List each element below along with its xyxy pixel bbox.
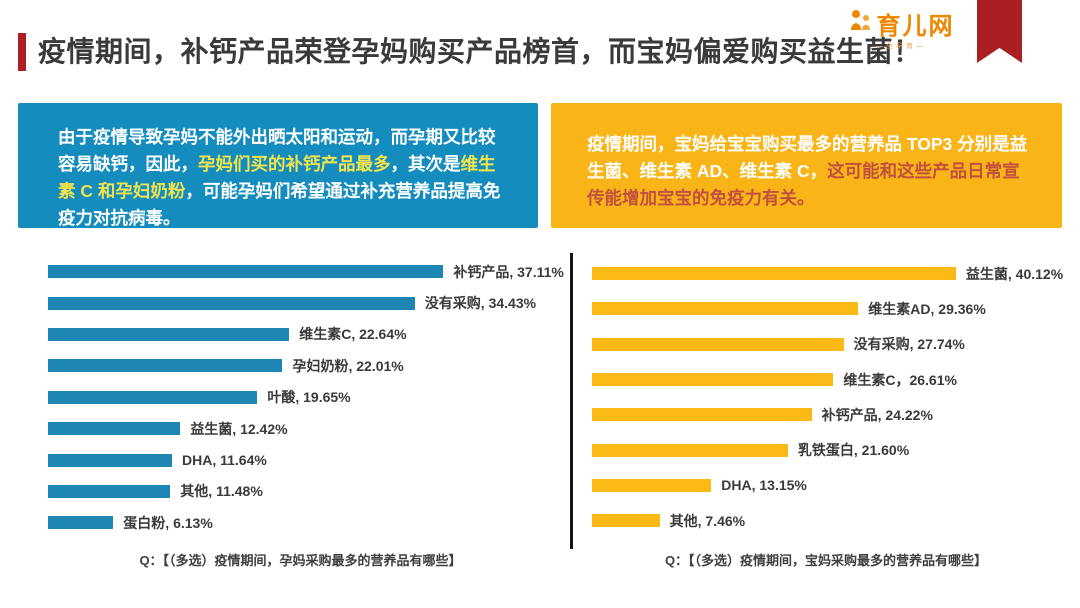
bar-label: 乳铁蛋白, 21.60% — [797, 442, 910, 459]
bar — [592, 514, 660, 528]
bar-label: 补钙产品, 37.11% — [453, 263, 564, 280]
bar-label: 益生菌, 12.42% — [190, 420, 288, 437]
insight-text-segment: ，其次是 — [390, 154, 461, 174]
bar — [592, 302, 859, 316]
insight-text-segment: 疫情期间，宝妈给宝宝购买最多的营养品 TOP3 分别是益生菌、维生素 AD、维生… — [587, 134, 1028, 181]
bar — [592, 267, 956, 281]
bar-label: 维生素C, 22.64% — [299, 326, 407, 343]
bar — [48, 484, 171, 498]
insight-box-baby-moms: 疫情期间，宝妈给宝宝购买最多的营养品 TOP3 分别是益生菌、维生素 AD、维生… — [551, 103, 1062, 228]
bar-label: 其他, 7.46% — [669, 512, 746, 529]
bar-row: 益生菌, 40.12% — [592, 256, 1064, 291]
chart-caption-pregnant-moms: Q：【（多选）疫情期间，孕妈采购最多的营养品有哪些】 — [139, 553, 462, 568]
bar-chart-pregnant-moms: 补钙产品, 37.11% 没有采购, 34.43% 维生素C, 22.64% 孕妇奶粉… — [48, 256, 564, 540]
bar-row: DHA, 13.15% — [592, 468, 1060, 503]
bar-label: 其他, 11.48% — [180, 483, 263, 500]
bar — [48, 422, 181, 436]
chart-divider — [570, 253, 573, 549]
bar — [48, 516, 114, 530]
bar-row: DHA, 11.64% — [48, 444, 553, 475]
bar-label: DHA, 11.64% — [182, 452, 267, 469]
insight-text-segment: 这可能和这些产品日常宣传能增加宝宝的免疫力有关。 — [587, 161, 1020, 208]
chart-caption-baby-moms: Q：【（多选）疫情期间，宝妈采购最多的营养品有哪些】 — [664, 553, 988, 568]
bar-label: 没有采购, 27.74% — [853, 336, 965, 353]
bar-label: 维生素AD, 29.36% — [868, 300, 986, 317]
parenting-site-logo: 育儿网 —全孕育— — [836, 6, 966, 52]
bookmark-ribbon-icon — [977, 0, 1022, 63]
bar-label: 益生菌, 40.12% — [965, 265, 1064, 282]
insight-text-segment: 维生素 C 和孕妇奶粉 — [58, 154, 496, 201]
bar — [592, 443, 788, 457]
bar-row: 乳铁蛋白, 21.60% — [592, 432, 1060, 467]
insight-text-segment: 由于疫情导致孕妈不能外出晒太阳和运动，而孕期又比较容易缺钙，因此， — [58, 127, 496, 174]
insight-text-segment: ，可能孕妈们希望通过补充营养品提高免疫力对抗病毒。 — [58, 181, 501, 228]
bar-row: 维生素AD, 29.36% — [592, 291, 1060, 326]
bar-row: 叶酸, 19.65% — [48, 382, 553, 413]
bar-label: 孕妇奶粉, 22.01% — [292, 357, 404, 374]
bar-label: 维生素C，26.61% — [843, 371, 957, 388]
bar-row: 其他, 7.46% — [592, 503, 1060, 538]
bar-row: 其他, 11.48% — [48, 476, 553, 507]
bar — [48, 453, 172, 467]
bar — [592, 408, 812, 422]
logo-text: 育儿网 — [876, 13, 955, 40]
title-accent-bar — [18, 33, 26, 71]
bar-label: 没有采购, 34.43% — [424, 295, 537, 312]
bar-chart-baby-moms: 益生菌, 40.12% 维生素AD, 29.36% 没有采购, 27.74% 维生素C… — [592, 256, 1064, 540]
bar — [592, 373, 834, 387]
bar-row: 补钙产品, 24.22% — [592, 397, 1060, 432]
bar-row: 维生素C，26.61% — [592, 362, 1060, 397]
bar-row: 补钙产品, 37.11% — [48, 256, 564, 287]
bar — [592, 337, 844, 351]
logo-tagline: —全孕育— — [876, 43, 926, 50]
insight-box-pregnant-moms: 由于疫情导致孕妈不能外出晒太阳和运动，而孕期又比较容易缺钙，因此，孕妈们买的补钙… — [18, 103, 538, 228]
insight-text-segment: 孕妈们买的补钙产品最多 — [198, 154, 391, 174]
bar-label: 蛋白粉, 6.13% — [123, 514, 213, 531]
page-title: 疫情期间，补钙产品荣登孕妈购买产品榜首，而宝妈偏爱购买益生菌！ — [38, 36, 922, 67]
bar-row: 维生素C, 22.64% — [48, 319, 553, 350]
bar-label: 补钙产品, 24.22% — [821, 406, 933, 423]
bar — [48, 390, 258, 404]
bar — [592, 478, 712, 492]
bar — [48, 296, 415, 310]
parent-child-icon — [848, 8, 874, 39]
bar — [48, 327, 290, 341]
bar-row: 益生菌, 12.42% — [48, 413, 553, 444]
bar-label: 叶酸, 19.65% — [267, 389, 351, 406]
bar-row: 没有采购, 34.43% — [48, 287, 553, 318]
bar-row: 蛋白粉, 6.13% — [48, 507, 553, 538]
bar — [48, 359, 283, 373]
bar-row: 孕妇奶粉, 22.01% — [48, 350, 553, 381]
bar-label: DHA, 13.15% — [721, 477, 807, 494]
bar-row: 没有采购, 27.74% — [592, 327, 1060, 362]
bar — [48, 265, 444, 279]
